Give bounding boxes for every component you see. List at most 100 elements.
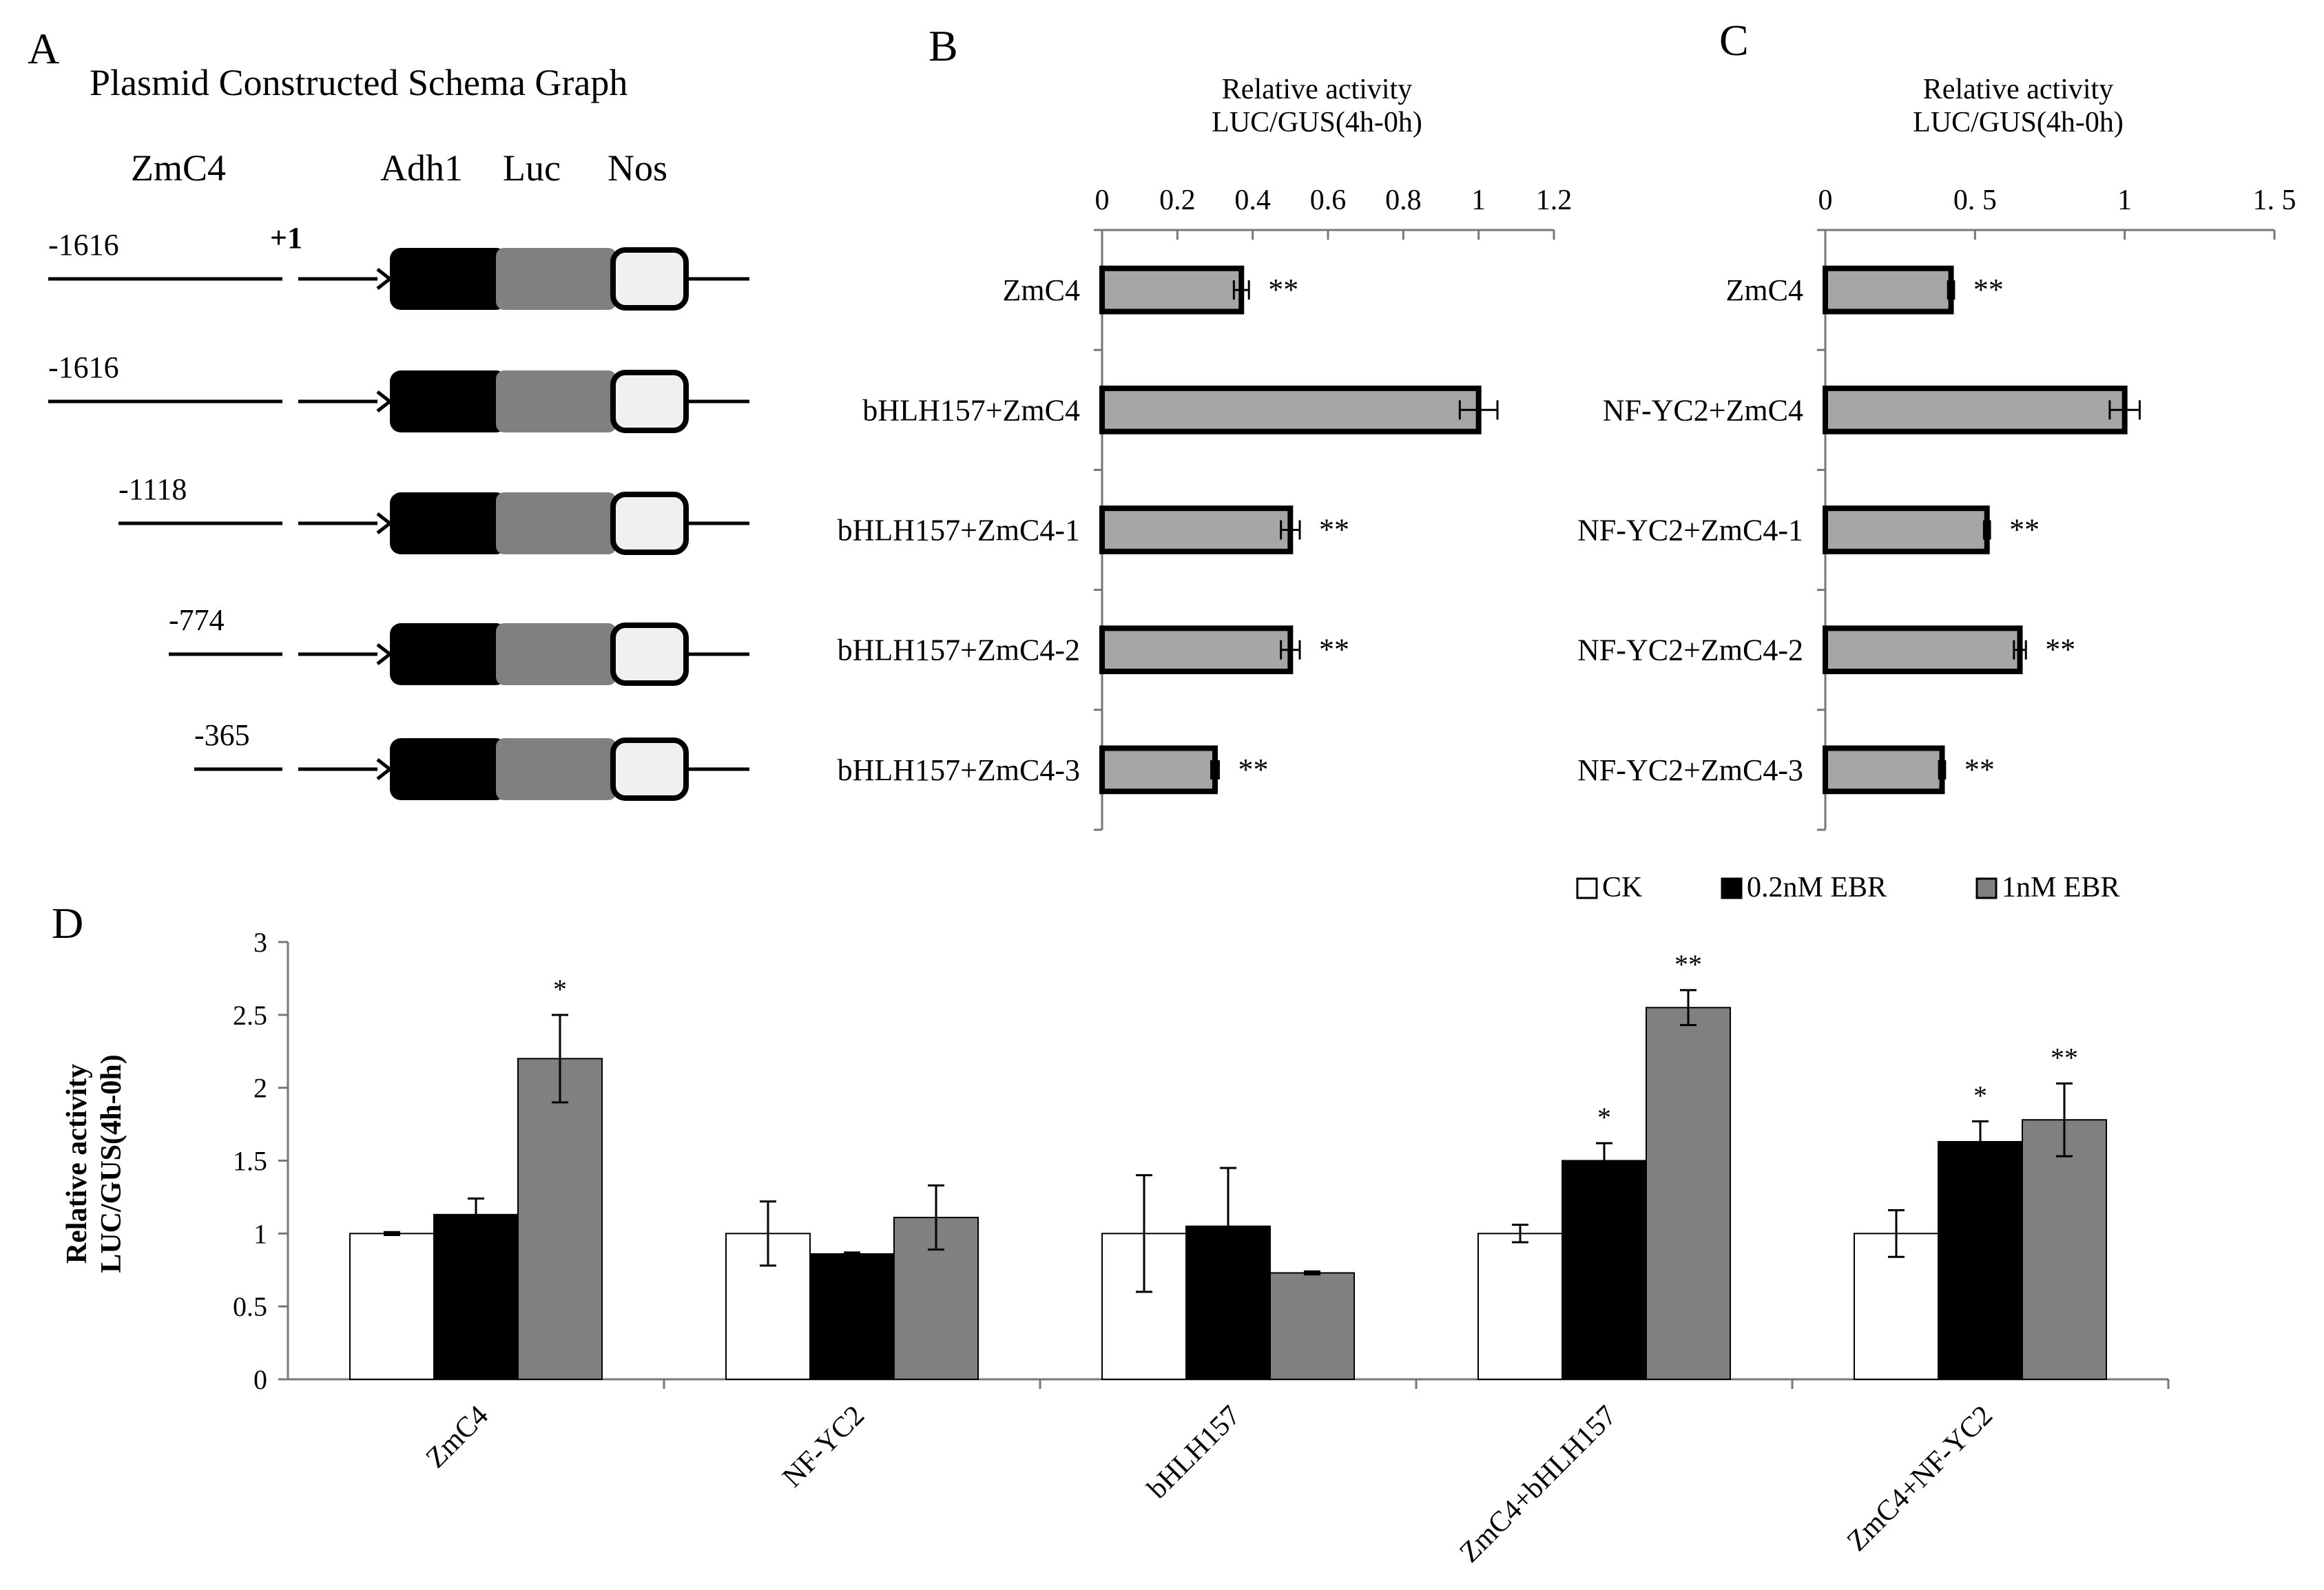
- category-label: bHLH157+ZmC4-2: [838, 634, 1080, 667]
- nos-box: [610, 370, 689, 433]
- x-tick-label: 1.2: [1536, 185, 1573, 216]
- tss-label: +1: [270, 221, 302, 255]
- legend-label: CK: [1602, 872, 1642, 903]
- bar: [1562, 1160, 1647, 1380]
- construct-row: -1118: [118, 472, 749, 555]
- legend-label: 0.2nM EBR: [1747, 872, 1887, 903]
- nos-box: [610, 492, 689, 555]
- category-label: ZmC4+bHLH157: [1453, 1400, 1623, 1569]
- category-label: NF-YC2+ZmC4-2: [1577, 634, 1803, 667]
- legend-label: 1nM EBR: [2002, 872, 2120, 903]
- adh1-box: [390, 248, 507, 310]
- significance-label: **: [2045, 633, 2075, 667]
- y-tick-label: 0: [253, 1364, 267, 1395]
- bar: [517, 1058, 603, 1381]
- x-tick-label: 1: [1471, 185, 1486, 216]
- significance-label: **: [1319, 513, 1349, 547]
- bar: [349, 1233, 435, 1381]
- x-tick-label: 1: [2117, 185, 2132, 216]
- y-tick-label: 2: [253, 1073, 267, 1104]
- chart-b: Relative activity LUC/GUS(4h-0h) 0 0.2 0.4 0.…: [838, 74, 1573, 831]
- category-label: NF-YC2+ZmC4: [1603, 393, 1803, 427]
- bar: [1938, 1140, 2023, 1380]
- schema-title: Plasmid Constructed Schema Graph: [90, 62, 627, 103]
- significance-label: **: [1268, 273, 1298, 306]
- significance-label: **: [2051, 1042, 2078, 1073]
- arrow-head-icon: [376, 643, 393, 665]
- y-axis-label: Relative activityLUC/GUS(4h-0h): [61, 1054, 127, 1273]
- x-tick-label: 0. 5: [1953, 185, 1997, 216]
- arrow-head-icon: [376, 512, 393, 534]
- promoter-label: ZmC4: [131, 147, 226, 189]
- start-position-label: -1616: [48, 228, 119, 262]
- y-tick-label: 1.5: [233, 1146, 267, 1177]
- construct-diagram: -1616 -1616 -1118 -774 -365: [48, 228, 749, 801]
- nos-box: [610, 738, 689, 801]
- adh1-box: [390, 492, 507, 554]
- x-tick-label: 0.8: [1385, 185, 1422, 216]
- start-position-label: -1118: [118, 472, 187, 506]
- bar: [1823, 745, 1945, 795]
- significance-label: *: [1597, 1102, 1611, 1133]
- luc-box: [496, 370, 616, 432]
- category-label: bHLH157+ZmC4-1: [838, 514, 1080, 547]
- axis-title: Relative activity LUC/GUS(4h-0h): [1212, 74, 1422, 138]
- bar: [1099, 745, 1218, 795]
- x-tick-label: 0: [1095, 185, 1110, 216]
- construct-row: -774: [169, 603, 749, 686]
- category-label: NF-YC2+ZmC4-3: [1577, 753, 1803, 787]
- luc-box: [496, 738, 616, 800]
- bar: [1099, 505, 1294, 554]
- category-label: ZmC4: [1726, 273, 1803, 307]
- bar: [1477, 1233, 1563, 1381]
- adh1-box: [390, 738, 507, 800]
- x-tick-label: 0.2: [1159, 185, 1196, 216]
- category-label: NF-YC2: [777, 1400, 871, 1494]
- category-label: bHLH157: [1141, 1400, 1247, 1505]
- x-tick-label: 0.4: [1234, 185, 1271, 216]
- bar: [1099, 265, 1245, 315]
- adh1-box: [390, 623, 507, 685]
- start-position-label: -774: [169, 603, 225, 637]
- axis-title: Relative activity LUC/GUS(4h-0h): [1913, 74, 2124, 138]
- x-tick-label: 0.6: [1310, 185, 1347, 216]
- luc-box: [496, 492, 616, 554]
- category-label: ZmC4: [420, 1400, 495, 1474]
- legend-swatch: [1721, 877, 1743, 899]
- chart-d: 0 0.5 1 1.5 2 2.5 3 Relative activityLUC/GUS(4h…: [61, 872, 2170, 1569]
- y-tick-label: 0.5: [233, 1291, 267, 1322]
- construct-row: -1616: [48, 351, 749, 433]
- bar: [1823, 625, 2023, 675]
- x-tick-label: 0: [1818, 185, 1833, 216]
- legend-swatch: [1975, 877, 1998, 899]
- category-label: bHLH157+ZmC4: [862, 393, 1080, 427]
- bar: [1823, 505, 1990, 554]
- panel-letter-b: B: [928, 21, 958, 70]
- element-label-luc: Luc: [503, 147, 561, 189]
- start-position-label: -365: [194, 718, 250, 752]
- bar: [1646, 1007, 1731, 1380]
- y-tick-label: 2.5: [233, 1000, 267, 1031]
- start-position-label: -1616: [48, 351, 119, 384]
- significance-label: *: [1973, 1080, 1987, 1111]
- panel-letter-d: D: [52, 899, 83, 948]
- nos-box: [610, 247, 689, 311]
- bar: [1823, 385, 2128, 435]
- luc-box: [496, 248, 616, 310]
- nos-box: [610, 623, 689, 686]
- legend-swatch: [1576, 877, 1598, 899]
- category-label: ZmC4+NF-YC2: [1841, 1400, 1999, 1558]
- significance-label: **: [1973, 273, 2004, 306]
- significance-label: **: [1674, 949, 1702, 980]
- significance-label: *: [553, 974, 567, 1005]
- arrow-head-icon: [376, 268, 393, 290]
- panel-letter-c: C: [1719, 16, 1749, 65]
- bar: [1269, 1272, 1355, 1380]
- luc-box: [496, 623, 616, 685]
- bar: [433, 1213, 519, 1380]
- bar: [1099, 625, 1294, 675]
- x-tick-label: 1. 5: [2253, 185, 2296, 216]
- adh1-box: [390, 370, 507, 432]
- panel-letter-a: A: [28, 24, 59, 73]
